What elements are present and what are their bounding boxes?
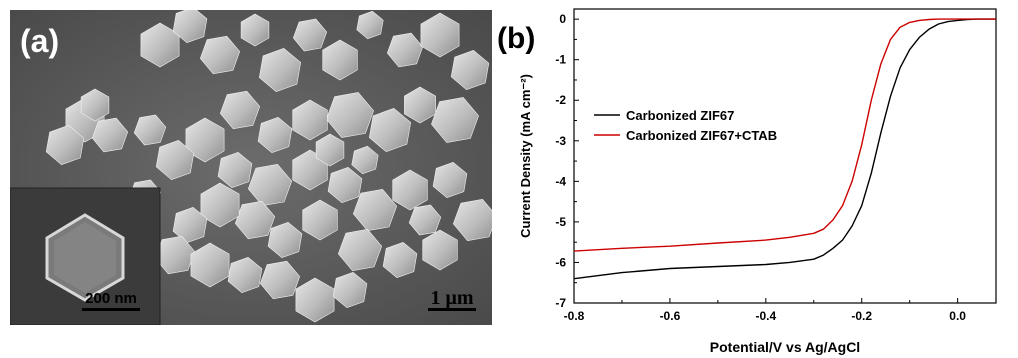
x-tick-label: -0.6: [660, 309, 681, 323]
plot-frame: [573, 8, 997, 304]
y-tick-label: -3: [555, 134, 566, 148]
inset-scale-bar-label: 200 nm: [85, 290, 137, 307]
particle: [332, 271, 368, 309]
particle: [327, 166, 363, 204]
particle: [431, 97, 479, 143]
particle: [219, 90, 261, 130]
legend-label-ctab: Carbonized ZIF67+CTAB: [626, 128, 777, 143]
particle: [190, 242, 230, 288]
y-tick-label: -5: [555, 215, 566, 229]
particle: [227, 256, 263, 294]
series-layer: [573, 18, 996, 280]
particle: [450, 49, 490, 91]
particle: [259, 260, 301, 300]
particle: [133, 114, 167, 146]
particle: [45, 124, 85, 166]
particle: [326, 92, 374, 138]
particle: [292, 99, 328, 141]
particle: [302, 199, 338, 241]
inset: 200 nm: [10, 187, 161, 325]
particle: [356, 10, 384, 40]
particle: [199, 35, 241, 75]
particle: [200, 182, 240, 228]
particle: [337, 228, 383, 272]
particle: [155, 139, 195, 181]
scale-bar-line: [428, 308, 476, 311]
scale-bar-label: 1 μm: [431, 287, 474, 309]
particle-cluster: [45, 10, 492, 323]
particle: [292, 18, 328, 52]
y-tick-label: 0: [559, 12, 566, 26]
y-tick-label: -7: [555, 296, 566, 310]
particle: [240, 13, 270, 47]
particle: [217, 151, 253, 189]
particle: [392, 169, 428, 211]
legend: Carbonized ZIF67 Carbonized ZIF67+CTAB: [594, 108, 777, 143]
panel-b-label: (b): [497, 22, 535, 55]
particle: [452, 198, 492, 242]
x-tick-label: -0.8: [564, 309, 585, 323]
inset-scale-bar-line: [82, 308, 140, 311]
y-tick-label: -4: [555, 174, 566, 188]
series-line-ctab: [573, 18, 996, 252]
particle: [257, 116, 293, 154]
particle: [91, 117, 129, 153]
particle: [368, 107, 412, 153]
x-tick-label: 0.0: [949, 309, 966, 323]
series-line-zif67: [573, 18, 996, 280]
x-axis-label: Potential/V vs Ag/AgCl: [710, 339, 860, 355]
axis-ticks: -0.8 -0.6 -0.4 -0.2 0.0 0 -1 -2 -3 -4 -5 -6 -7: [555, 12, 966, 323]
x-tick-label: -0.4: [755, 309, 776, 323]
legend-label-zif67: Carbonized ZIF67: [626, 108, 734, 123]
y-axis-label: Current Density (mA cm⁻²): [518, 74, 533, 238]
particle: [315, 133, 345, 167]
y-tick-label: -2: [555, 93, 566, 107]
particle: [267, 221, 303, 259]
sem-micrograph: 200 nm 1 μm (a): [10, 10, 492, 325]
particle: [322, 39, 358, 81]
particle: [382, 241, 418, 279]
particle: [420, 12, 460, 58]
particle: [422, 229, 458, 271]
particle: [258, 47, 302, 93]
particle: [185, 117, 225, 163]
panel-a-label: (a): [20, 23, 59, 59]
particle: [408, 204, 442, 236]
particle: [80, 88, 110, 122]
particle: [234, 200, 276, 240]
particle: [351, 145, 379, 175]
particle: [404, 86, 436, 124]
x-tick-label: -0.2: [851, 309, 872, 323]
particle: [172, 10, 208, 44]
y-tick-label: -1: [555, 53, 566, 67]
particle: [432, 161, 468, 199]
y-tick-label: -6: [555, 255, 566, 269]
